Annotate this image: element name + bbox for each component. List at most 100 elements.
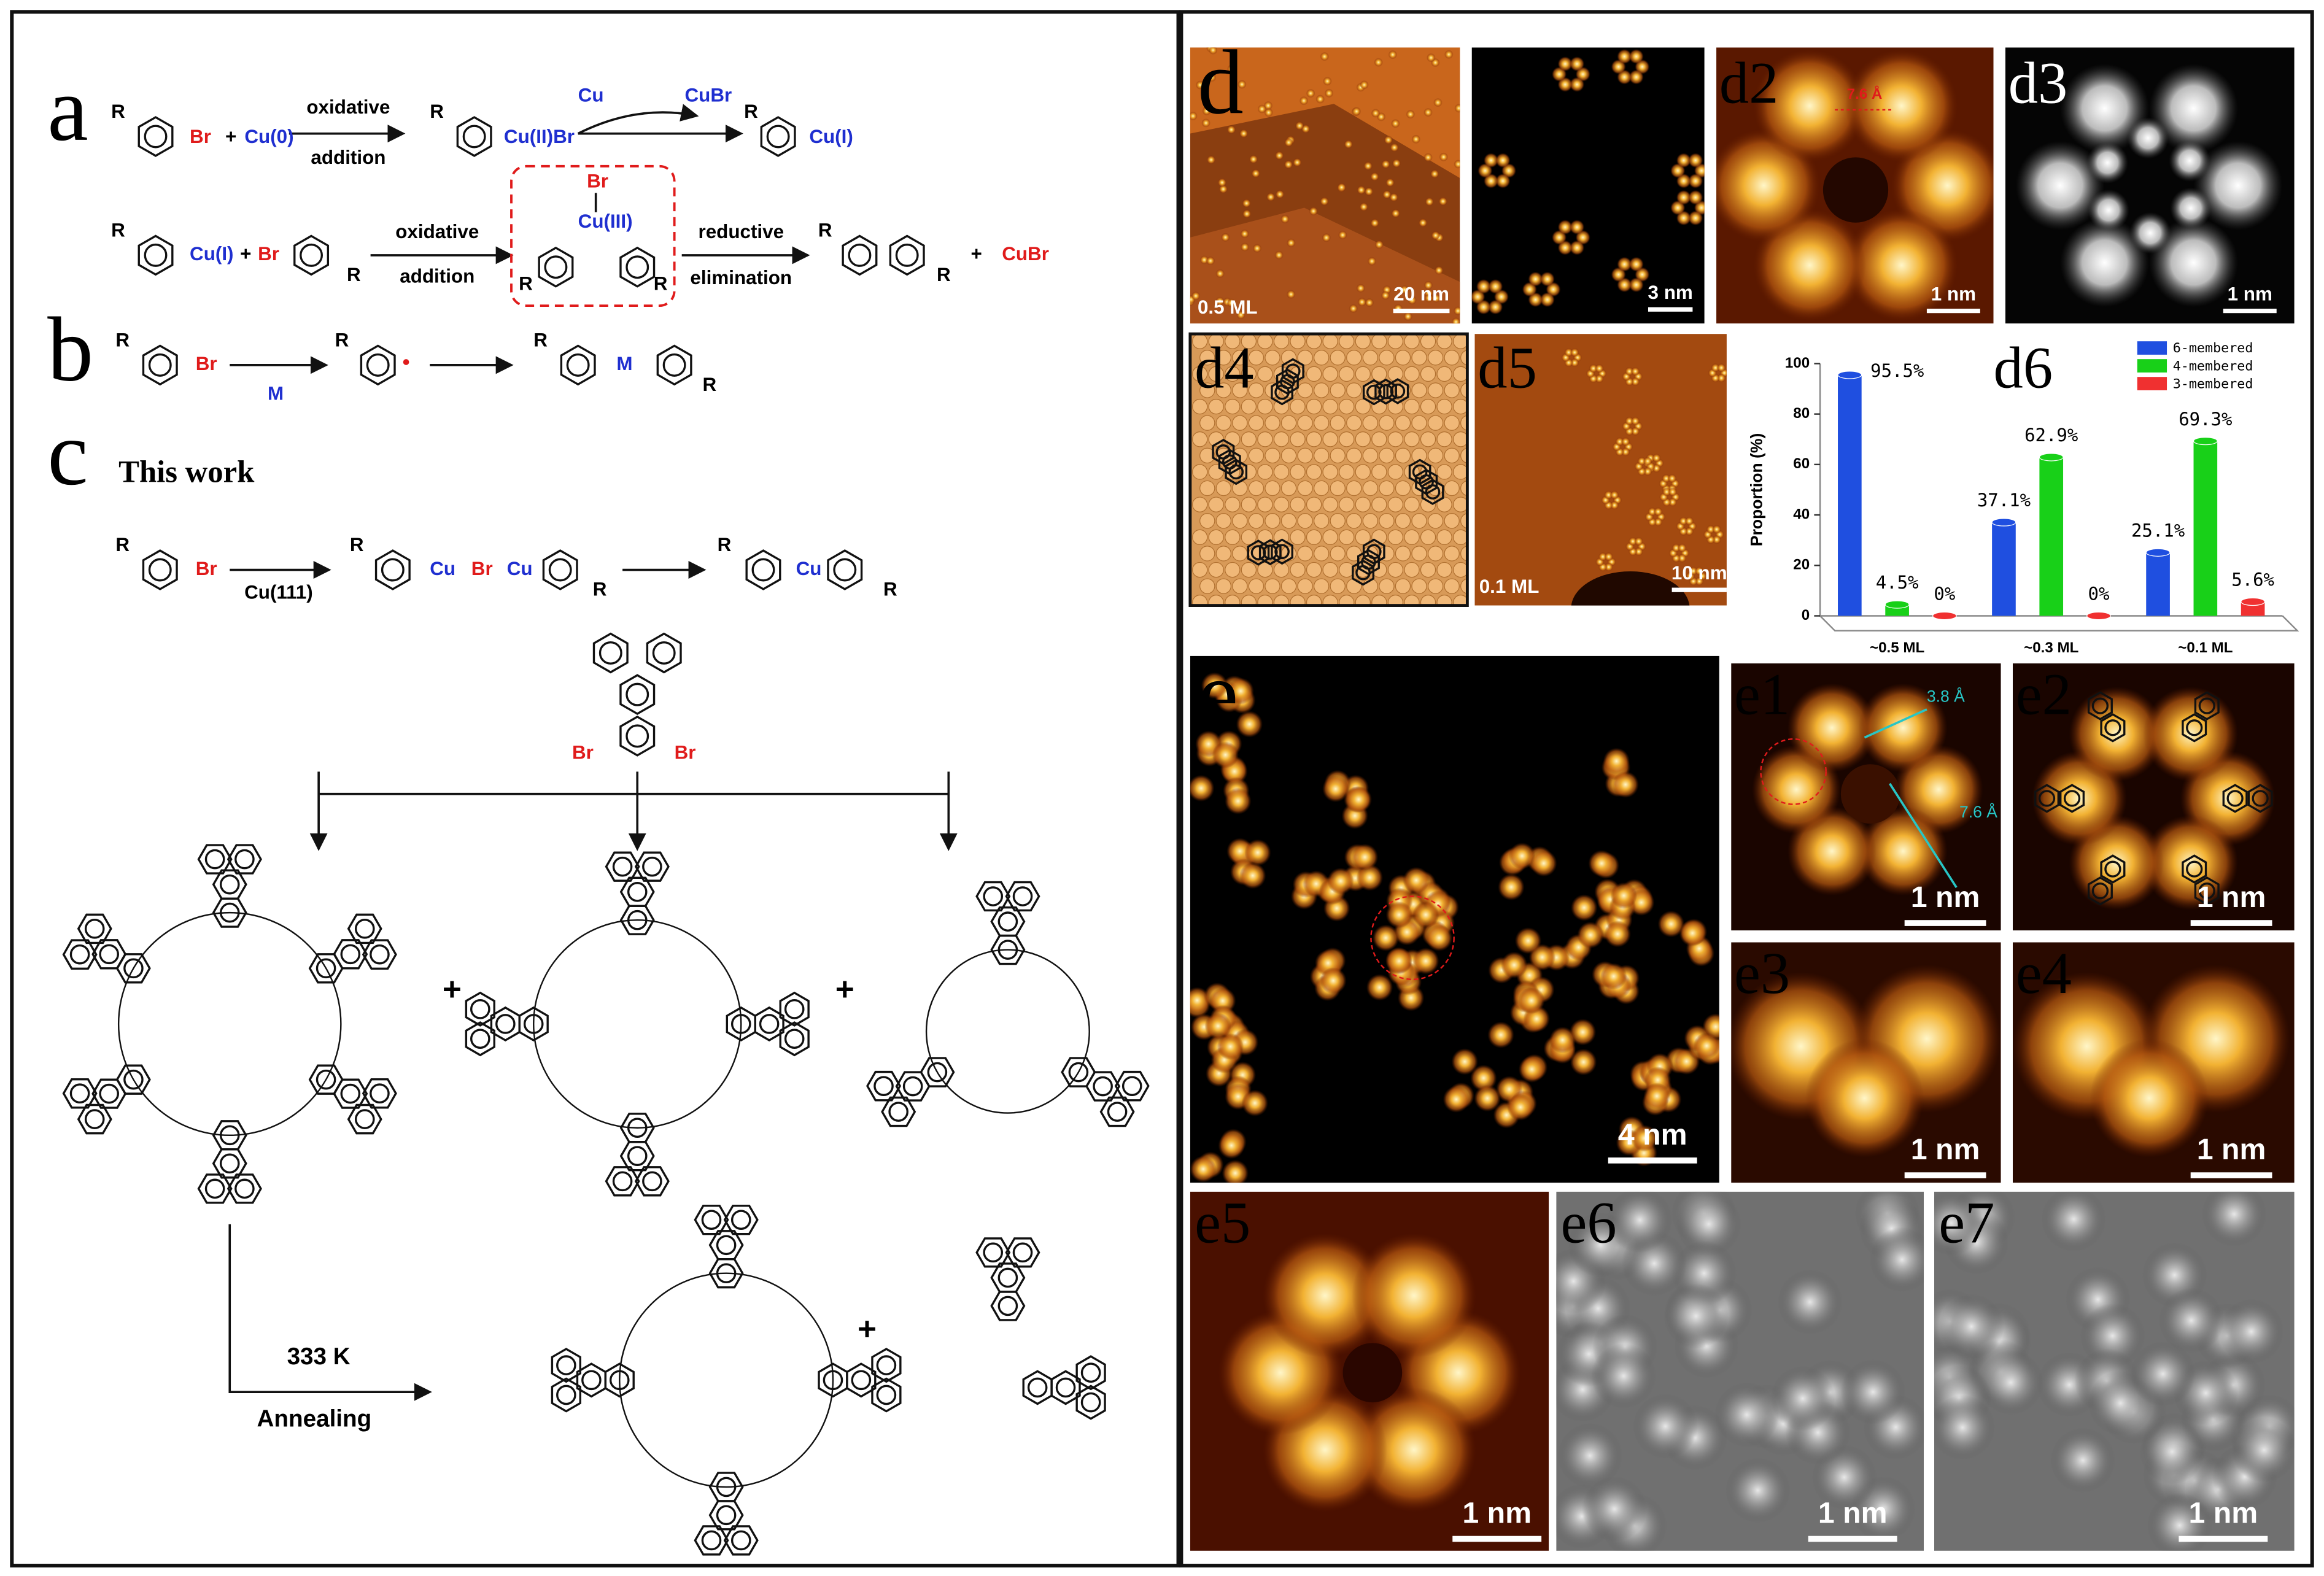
y-tick-label: 80 (1793, 405, 1810, 422)
ring (708, 1500, 744, 1531)
value-label: 5.6% (2231, 570, 2274, 590)
stm-feature (1381, 160, 1390, 169)
ring-inner (234, 1178, 255, 1199)
stm-feature (1632, 1393, 1698, 1459)
substrate-atom (1232, 350, 1248, 366)
highlight-circle (1760, 738, 1827, 805)
scale-label: 1 nm (2228, 283, 2272, 304)
stm-feature (1934, 1394, 1996, 1461)
panel-label: d (1198, 32, 1244, 133)
substrate-atom (1355, 595, 1371, 606)
ring-inner (1107, 1102, 1128, 1122)
byproduct: CuBr (1002, 243, 1049, 265)
stm-feature (1225, 787, 1252, 814)
substrate-atom (1225, 595, 1241, 606)
value-label: 0% (2088, 584, 2110, 605)
adsorbate (1352, 538, 1385, 586)
substrate-atom (1371, 431, 1387, 447)
stm-feature (1357, 185, 1366, 195)
substrate-atom (1273, 496, 1290, 512)
stm-feature (1569, 220, 1585, 235)
substrate-atom (1232, 382, 1248, 398)
ring-inner (997, 911, 1018, 932)
stm-feature (1540, 292, 1555, 307)
coverage-label: 0.5 ML (1198, 296, 1258, 318)
substrate-atom (1241, 464, 1257, 480)
substrate-atom (1452, 562, 1468, 578)
substrate-atom (1208, 595, 1224, 606)
ring (634, 1166, 670, 1197)
stm-feature (1470, 1064, 1497, 1092)
ring (560, 344, 596, 386)
substrate-atom (1257, 496, 1273, 512)
panel-label: e4 (2016, 940, 2072, 1006)
ring (975, 1237, 1011, 1268)
bar-cap (2145, 548, 2171, 557)
panel-label: d2 (1719, 50, 1779, 115)
stm-feature (1388, 50, 1398, 60)
substrate-atom (1215, 546, 1231, 562)
substrate-atom (1280, 513, 1297, 529)
substrate-atom (1241, 562, 1257, 578)
stm-feature (1212, 741, 1239, 768)
ring-inner (701, 1210, 722, 1230)
substrate-atom (1395, 578, 1411, 594)
ring (760, 116, 796, 157)
stm-feature (1280, 214, 1290, 224)
ring (2182, 713, 2207, 743)
substrate-atom (1215, 382, 1231, 398)
substrate-atom (1444, 513, 1460, 529)
bar (2039, 457, 2064, 616)
x-tick-label: ~0.3 ML (2024, 639, 2078, 656)
ring-inner (1027, 1377, 1048, 1398)
arrow-label: oxidative (395, 221, 479, 242)
substrate-atom (1208, 529, 1224, 546)
pore (1822, 157, 1889, 223)
substrate-atom (1420, 398, 1436, 415)
ring (754, 1006, 784, 1042)
bar (2193, 441, 2218, 616)
ring (646, 632, 682, 674)
substrate-atom (1257, 334, 1273, 349)
stm-feature (1507, 1094, 1534, 1121)
stm-feature (1403, 312, 1413, 321)
stm-feature (1344, 139, 1354, 149)
stm-feature (1201, 118, 1210, 128)
ring-inner (495, 1014, 516, 1034)
substrate-atom (1452, 366, 1468, 382)
substrate-atom (1387, 431, 1404, 447)
stm-panel (1190, 47, 1460, 324)
stm-feature (1372, 924, 1400, 951)
ring-inner (470, 999, 490, 1019)
stm-feature (1858, 806, 1948, 896)
y-tick-label: 0 (1802, 607, 1810, 624)
bar (1992, 522, 2016, 616)
substrate-atom (1297, 350, 1313, 366)
ring-inner (340, 944, 361, 965)
ring (362, 1078, 397, 1109)
stm-feature (1263, 1233, 1388, 1358)
stm-feature (1227, 678, 1254, 705)
ring (745, 549, 781, 590)
stm-feature (1570, 1048, 1597, 1076)
substrate-atom (1225, 334, 1241, 349)
substrate-atom (1322, 529, 1338, 546)
ring-inner (144, 243, 168, 267)
ring-inner (548, 558, 572, 582)
stm-feature (1610, 882, 1638, 910)
substrate-atom (1339, 366, 1355, 382)
scale-label: 1 nm (1911, 881, 1980, 914)
stm-feature (1609, 490, 1619, 500)
scale-label: 1 nm (2197, 1133, 2266, 1166)
distance-marker (1864, 708, 1927, 739)
substrate-atom (1420, 334, 1436, 349)
substrate-atom (1436, 431, 1452, 447)
substrate-atom (1322, 334, 1338, 349)
reagent: Cu (578, 84, 604, 106)
stm-feature (1604, 552, 1614, 562)
intermediate: Cu(II)Br (504, 126, 575, 147)
stm-feature (1423, 107, 1433, 117)
substrate-atom (1313, 480, 1330, 496)
ring-inner (2252, 790, 2269, 807)
ring-inner (1425, 484, 1441, 500)
